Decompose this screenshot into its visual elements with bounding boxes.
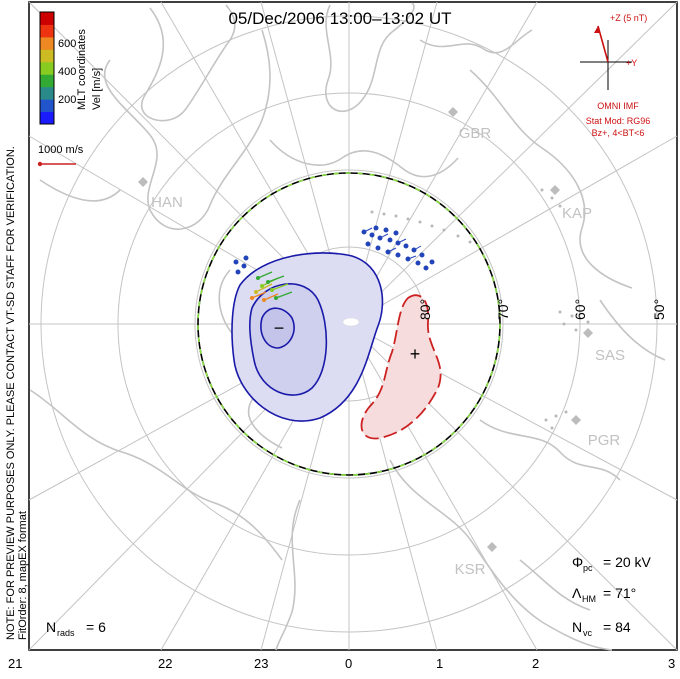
map-title: 05/Dec/2006 13:00–13:02 UT bbox=[228, 9, 451, 28]
stat-nrads: N rads = 6 bbox=[46, 619, 106, 638]
lat-label-50: 50° bbox=[651, 299, 667, 320]
stat-nrads-sub: rads bbox=[57, 628, 75, 638]
station-marker-gbr bbox=[448, 107, 458, 117]
pole-marker bbox=[342, 317, 360, 327]
mlt-label-23: 23 bbox=[254, 656, 268, 671]
mlt-label-2: 2 bbox=[532, 656, 539, 671]
preview-note: NOTE: FOR PREVIEW PURPOSES ONLY. PLEASE … bbox=[5, 146, 17, 640]
stat-lambda-hm: Λ HM = 71° bbox=[572, 585, 636, 604]
mlt-label-0: 0 bbox=[345, 656, 352, 671]
mlt-label-1: 1 bbox=[436, 656, 443, 671]
stat-nvc-symbol: N bbox=[572, 619, 582, 635]
station-label-pgr: PGR bbox=[588, 432, 621, 449]
colorbar-segment bbox=[40, 24, 54, 38]
stat-nvc: N vc = 84 bbox=[572, 619, 631, 638]
colorbar-segment bbox=[40, 111, 54, 125]
imf-bin: Bz+, 4<BT<6 bbox=[592, 128, 645, 138]
station-label-kap: KAP bbox=[562, 205, 592, 222]
stat-nrads-symbol: N bbox=[46, 619, 56, 635]
fit-order-note: FitOrder: 8, mapEX format bbox=[17, 511, 29, 640]
mlt-label-3: 3 bbox=[668, 656, 675, 671]
stat-nvc-sub: vc bbox=[583, 628, 593, 638]
imf-model: Stat Mod: RG96 bbox=[586, 116, 651, 126]
stat-nrads-value: = 6 bbox=[86, 619, 106, 635]
velocity-colorbar bbox=[40, 12, 54, 125]
negative-cell-inner bbox=[260, 307, 295, 349]
mlt-label-22: 22 bbox=[158, 656, 172, 671]
potential-minimum-marker: − bbox=[274, 318, 285, 338]
station-marker-kap bbox=[550, 185, 560, 195]
potential-maximum-marker: + bbox=[410, 344, 421, 364]
coastlines bbox=[29, 2, 666, 651]
colorbar-label: Vel [m/s] bbox=[91, 68, 103, 110]
colorbar-tick-200: 200 bbox=[58, 94, 76, 106]
imf-source: OMNI IMF bbox=[597, 101, 639, 111]
lat-label-80: 80° bbox=[417, 299, 433, 320]
station-label-han: HAN bbox=[151, 194, 183, 211]
colorbar-tick-600: 600 bbox=[58, 38, 76, 50]
imf-z-label: +Z (5 nT) bbox=[610, 13, 647, 23]
radar-fov-dots bbox=[370, 188, 590, 430]
stat-phi-symbol: Φ bbox=[572, 554, 583, 570]
stat-lambda-sub: HM bbox=[582, 594, 596, 604]
velocity-vectors-blue bbox=[233, 225, 435, 275]
positive-cell bbox=[360, 294, 442, 440]
stat-phi-pc: Φ pc = 20 kV bbox=[572, 554, 652, 573]
colorbar-segment bbox=[40, 74, 54, 88]
imf-vector-head bbox=[594, 26, 600, 33]
lat-label-60: 60° bbox=[572, 299, 588, 320]
colorbar-segment bbox=[40, 86, 54, 100]
colorbar-segment bbox=[40, 12, 54, 25]
colorbar-segment bbox=[40, 49, 54, 63]
stat-lambda-symbol: Λ bbox=[572, 585, 582, 601]
station-label-sas: SAS bbox=[595, 347, 625, 364]
colorbar-segment bbox=[40, 36, 54, 50]
station-label-gbr: GBR bbox=[459, 125, 492, 142]
reference-vector-dot bbox=[37, 161, 43, 167]
lat-label-70: 70° bbox=[495, 299, 511, 320]
mlt-label-21: 21 bbox=[8, 656, 22, 671]
colorbar-frame bbox=[39, 11, 55, 125]
station-label-ksr: KSR bbox=[455, 561, 486, 578]
velocity-vectors-colored bbox=[250, 271, 293, 302]
stat-lambda-value: = 71° bbox=[603, 585, 636, 601]
station-marker-pgr bbox=[571, 415, 581, 425]
station-marker-han bbox=[138, 177, 148, 187]
reference-vector-label: 1000 m/s bbox=[38, 144, 84, 156]
stat-phi-sub: pc bbox=[583, 563, 593, 573]
station-markers bbox=[138, 107, 593, 552]
colorbar-segment bbox=[40, 99, 54, 113]
stat-phi-value: = 20 kV bbox=[603, 554, 652, 570]
colorbar-tick-400: 400 bbox=[58, 66, 76, 78]
station-marker-ksr bbox=[487, 542, 497, 552]
mlt-coordinates-note: MLT coordinates bbox=[76, 29, 88, 110]
station-marker-sas bbox=[583, 328, 593, 338]
imf-dial-axes bbox=[580, 40, 632, 90]
colorbar-segment bbox=[40, 61, 54, 75]
hm-boundary-green bbox=[197, 172, 501, 476]
imf-y-label: +Y bbox=[626, 58, 637, 68]
stat-nvc-value: = 84 bbox=[603, 619, 631, 635]
